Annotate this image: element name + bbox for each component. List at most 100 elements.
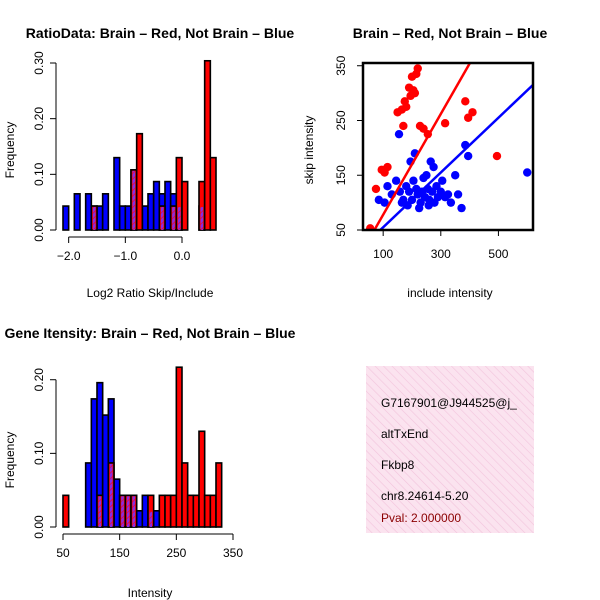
scatter-fit-line-blue [378,83,533,230]
scatter-title: Brain – Red, Not Brain – Blue [353,25,548,41]
intensity-histogram-red-bars [62,366,223,528]
ratio_hist-y-tick-label: 0.30 [32,51,46,75]
ratio_hist-blue-bar-7 [118,205,127,231]
ratio_hist-blue-bar-1 [73,193,81,231]
ratio_hist-blue-bar-12 [152,180,161,231]
scatter-point-blue-4 [391,176,401,185]
intensity-histogram-overlap-bars [98,463,153,527]
intensity_hist-x-tick-label: 50 [56,546,70,560]
intensity_hist-blue-bar-3 [101,414,110,528]
scatter-ylabel: skip intensity [302,116,316,185]
scatter-point-blue-23 [422,171,431,180]
scatter-point-red-9 [402,102,411,112]
intensity_hist-y-tick-label: 0.10 [32,441,46,465]
scatter-point-red-1 [371,184,381,194]
intensity_hist-overlap-bar-2 [121,496,124,527]
scatter-point-blue-14 [409,176,418,185]
intensity_hist-overlap-bar-5 [149,511,153,527]
intensity-histogram-ylabel: Frequency [3,432,17,489]
intensity_hist-blue-bar-0 [84,462,93,528]
info-line-gene: Fkbp8 [381,458,415,472]
scatter-point-red-4 [383,162,392,172]
scatter-point-blue-43 [523,168,532,177]
scatter-point-red-21 [461,97,470,106]
ratio_hist-blue-bar-8 [124,205,132,231]
ratio_hist-blue-bar-11 [147,193,155,231]
scatter-x-tick-label: 300 [431,247,451,261]
ratio_hist-x-tick-label: −2.0 [57,249,81,263]
intensity_hist-blue-bar-9 [135,509,144,528]
info-panel: G7167901@J944525@j_ altTxEnd Fkbp8 chr8.… [366,366,534,533]
intensity_hist-red-bar-11 [181,462,189,528]
intensity_hist-red-bar-7 [158,494,166,528]
intensity_hist-overlap-bar-0 [98,496,102,527]
ratio-histogram-title: RatioData: Brain – Red, Not Brain – Blue [26,25,295,41]
scatter-y-tick-label: 150 [334,165,348,185]
ratio_hist-blue-bar-14 [164,180,172,231]
intensity_hist-red-bar-10 [175,366,183,528]
intensity_hist-red-bar-17 [215,462,223,528]
intensity-histogram-axes: 50 150 250 350 0.00 0.10 0.20 [32,368,243,560]
ratio_hist-overlap-bar-4 [177,207,181,230]
ratio-histogram-ylabel: Frequency [3,122,17,179]
ratio_hist-blue-bar-5 [101,193,110,231]
scatter-point-red-23 [468,108,477,117]
scatter-point-blue-37 [446,198,456,207]
scatter-axes: 100 300 500 50 150 250 350 [334,55,535,261]
scatter-point-red-16 [413,64,422,73]
scatter-point-red-20 [440,119,450,128]
scatter-point-red-0 [366,224,375,230]
ratio-histogram-xlabel: Log2 Ratio Skip/Include [87,286,214,300]
intensity_hist-x-tick-label: 350 [223,546,243,560]
info-panel-background [366,366,534,533]
scatter-point-blue-1 [380,198,389,207]
intensity_hist-red-bar-9 [169,494,178,528]
ratio_hist-y-tick-label: 0.10 [32,162,46,186]
intensity_hist-overlap-bar-4 [132,496,136,527]
intensity_hist-blue-bar-12 [152,509,161,528]
intensity-histogram-title: Gene Itensity: Brain – Red, Not Brain – … [5,325,296,341]
info-line-event-id: G7167901@J944525@j_ [381,396,517,410]
ratio_hist-overlap-bar-1 [132,170,136,230]
info-line-location: chr8.24614-5.20 [381,489,469,503]
ratio-histogram-panel: RatioData: Brain – Red, Not Brain – Blue… [3,25,294,300]
scatter-frame [361,61,535,232]
intensity_hist-y-tick-label: 0.00 [32,515,46,539]
intensity_hist-red-bar-16 [209,494,217,528]
intensity_hist-y-tick-label: 0.20 [32,368,46,392]
intensity-histogram-panel: Gene Itensity: Brain – Red, Not Brain – … [3,325,296,600]
intensity_hist-red-bar-0 [62,494,70,528]
ratio_hist-blue-bar-0 [62,205,70,231]
scatter-point-red-14 [410,88,420,98]
ratio_hist-overlap-bar-5 [200,207,204,230]
scatter-point-blue-36 [443,190,453,199]
intensity_hist-blue-bar-10 [141,494,149,528]
ratio_hist-red-bar-2 [135,132,144,231]
scatter-point-blue-2 [383,181,392,191]
scatter-y-tick-label: 50 [334,223,348,237]
scatter-fit-line-red [372,63,472,230]
scatter-point-red-7 [399,121,408,131]
scatter-xlabel: include intensity [407,286,492,300]
intensity_hist-x-tick-label: 150 [110,546,130,560]
ratio_hist-blue-bar-10 [141,205,149,231]
intensity_hist-blue-bar-5 [113,478,121,528]
scatter-point-blue-29 [429,162,438,172]
ratio_hist-overlap-bar-2 [160,207,164,230]
intensity_hist-overlap-bar-3 [126,496,130,527]
ratio_hist-blue-bar-4 [96,205,104,231]
intensity_hist-red-bar-12 [186,494,195,528]
intensity_hist-red-bar-15 [203,494,212,528]
intensity_hist-red-bar-13 [192,494,200,528]
intensity_hist-overlap-bar-1 [109,463,113,527]
scatter-x-tick-label: 500 [488,247,508,261]
scatter-point-blue-5 [394,129,404,139]
scatter-panel: Brain – Red, Not Brain – Blue include in… [302,25,548,300]
scatter-point-blue-40 [457,203,466,213]
scatter-point-blue-38 [451,171,460,180]
ratio-histogram-axes: −2.0 −1.0 0.0 0.00 0.10 0.20 0.30 [32,51,191,263]
ratio_hist-red-bar-8 [203,59,212,231]
ratio_hist-overlap-bar-3 [172,207,175,230]
scatter-point-blue-11 [404,187,414,196]
ratio_hist-y-tick-label: 0.20 [32,107,46,131]
